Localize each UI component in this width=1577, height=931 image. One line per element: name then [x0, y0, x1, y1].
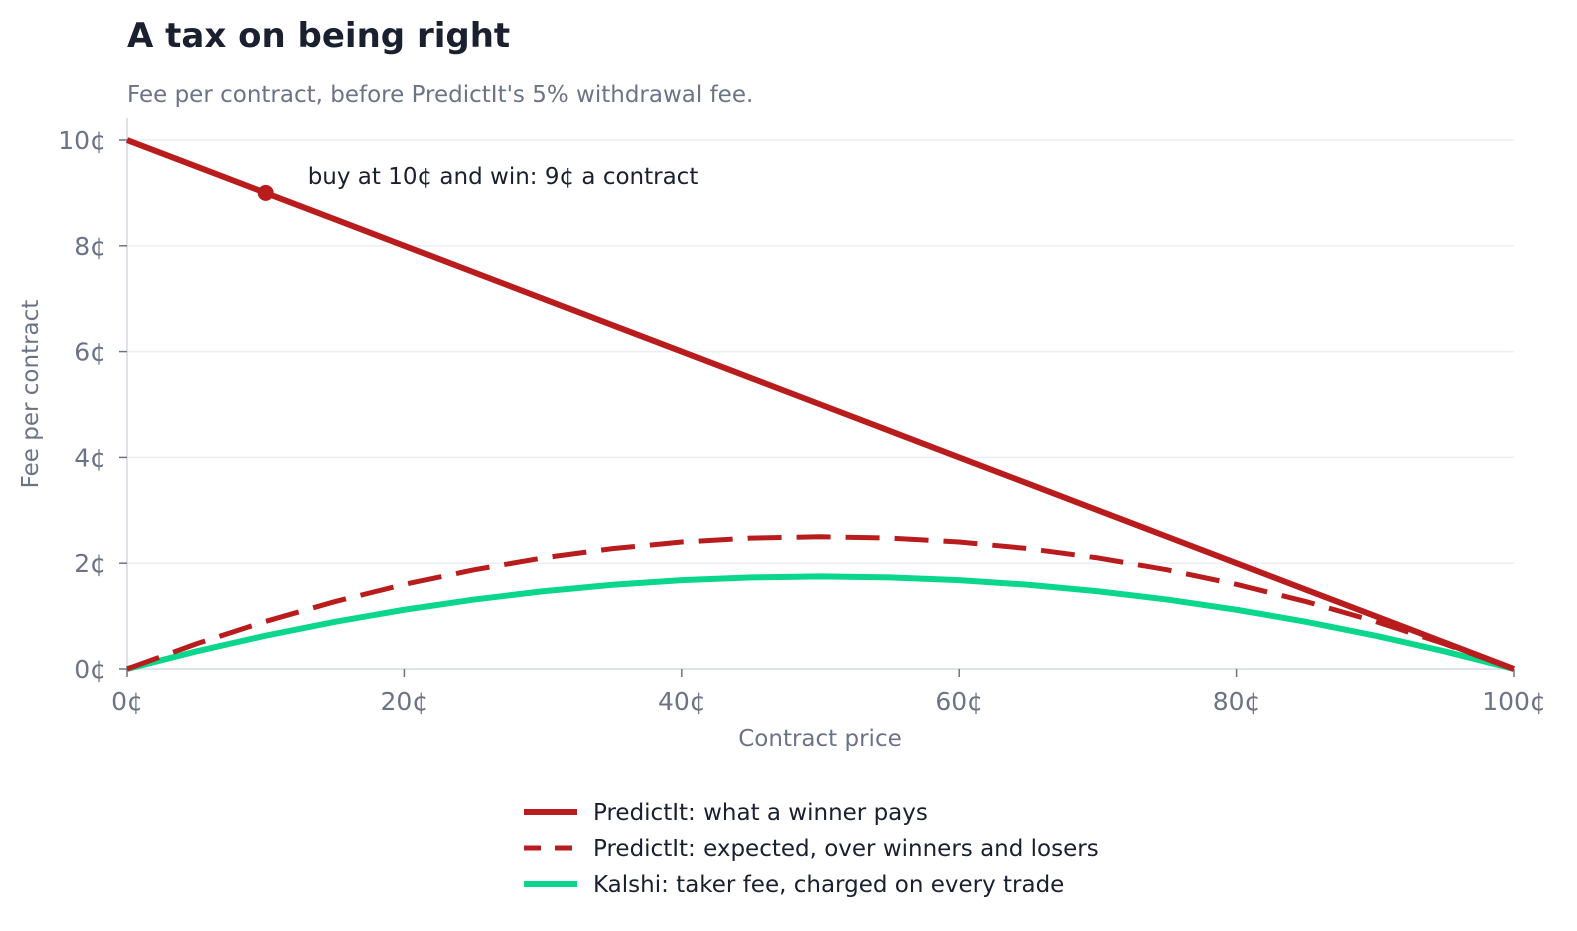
grid-lines	[127, 139, 1514, 564]
y-tick-label: 10¢	[58, 126, 106, 155]
series-line-2	[126, 534, 1515, 672]
annotation: buy at 10¢ and win: 9¢ a contract	[257, 164, 699, 201]
x-tick-label: 80¢	[1213, 687, 1261, 716]
series-lines	[125, 137, 1516, 672]
x-tick-label: 0¢	[111, 687, 143, 716]
x-tick-label: 20¢	[381, 687, 429, 716]
legend: PredictIt: what a winner pays PredictIt: …	[524, 800, 1099, 898]
annotation-text: buy at 10¢ and win: 9¢ a contract	[308, 164, 699, 190]
legend-label-3: Kalshi: taker fee, charged on every trad…	[593, 872, 1064, 898]
legend-label-2: PredictIt: expected, over winners and lo…	[593, 836, 1099, 862]
x-tick-label: 100¢	[1482, 687, 1546, 716]
y-tick-label: 2¢	[74, 549, 106, 578]
chart-subtitle: Fee per contract, before PredictIt's 5% …	[127, 82, 753, 108]
y-tick-label: 6¢	[74, 338, 106, 367]
y-tick-label: 0¢	[74, 655, 106, 684]
x-tick-label: 40¢	[658, 687, 706, 716]
y-tick-label: 4¢	[74, 443, 106, 472]
chart-title: A tax on being right	[127, 16, 510, 56]
y-tick-label: 8¢	[74, 232, 106, 261]
y-axis-label: Fee per contract	[18, 300, 44, 489]
x-tick-label: 60¢	[935, 687, 983, 716]
series-line-1	[125, 137, 1516, 672]
y-axis-ticks: 0¢ 2¢ 4¢ 6¢ 8¢ 10¢	[58, 126, 127, 684]
x-axis-label: Contract price	[738, 726, 902, 752]
x-axis-ticks: 0¢ 20¢ 40¢ 60¢ 80¢ 100¢	[111, 669, 1546, 716]
annotation-point	[257, 184, 274, 201]
series-line-3	[126, 573, 1515, 672]
legend-label-1: PredictIt: what a winner pays	[593, 800, 928, 826]
